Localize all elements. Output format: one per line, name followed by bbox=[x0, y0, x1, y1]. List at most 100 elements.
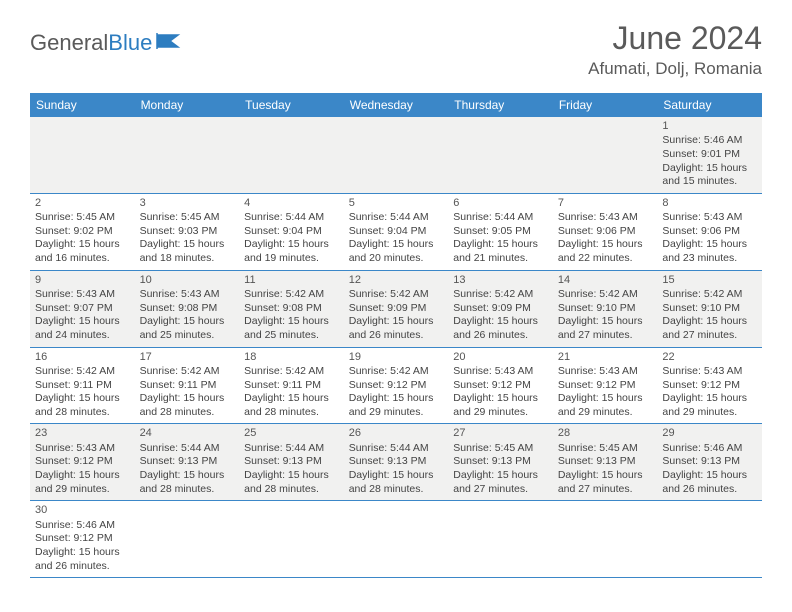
day-number: 25 bbox=[244, 426, 339, 440]
day-number: 5 bbox=[349, 196, 444, 210]
sunset-line: Sunset: 9:04 PM bbox=[244, 225, 339, 239]
daylight-line: Daylight: 15 hours and 28 minutes. bbox=[140, 392, 235, 419]
sunset-line: Sunset: 9:12 PM bbox=[558, 379, 653, 393]
daylight-line: Daylight: 15 hours and 29 minutes. bbox=[453, 392, 548, 419]
sunset-line: Sunset: 9:12 PM bbox=[349, 379, 444, 393]
sunrise-line: Sunrise: 5:43 AM bbox=[35, 288, 130, 302]
calendar-cell: 8Sunrise: 5:43 AMSunset: 9:06 PMDaylight… bbox=[657, 194, 762, 270]
sunset-line: Sunset: 9:06 PM bbox=[662, 225, 757, 239]
sunset-line: Sunset: 9:13 PM bbox=[453, 455, 548, 469]
daylight-line: Daylight: 15 hours and 28 minutes. bbox=[244, 392, 339, 419]
daylight-line: Daylight: 15 hours and 18 minutes. bbox=[140, 238, 235, 265]
calendar: Sunday Monday Tuesday Wednesday Thursday… bbox=[30, 93, 762, 578]
daylight-line: Daylight: 15 hours and 27 minutes. bbox=[558, 315, 653, 342]
sunrise-line: Sunrise: 5:43 AM bbox=[35, 442, 130, 456]
daylight-line: Daylight: 15 hours and 29 minutes. bbox=[35, 469, 130, 496]
calendar-cell: 4Sunrise: 5:44 AMSunset: 9:04 PMDaylight… bbox=[239, 194, 344, 270]
title-block: June 2024 Afumati, Dolj, Romania bbox=[588, 20, 762, 79]
sunset-line: Sunset: 9:12 PM bbox=[662, 379, 757, 393]
calendar-cell: 11Sunrise: 5:42 AMSunset: 9:08 PMDayligh… bbox=[239, 271, 344, 347]
sunrise-line: Sunrise: 5:43 AM bbox=[662, 365, 757, 379]
sunrise-line: Sunrise: 5:44 AM bbox=[244, 442, 339, 456]
day-number: 17 bbox=[140, 350, 235, 364]
calendar-cell: 2Sunrise: 5:45 AMSunset: 9:02 PMDaylight… bbox=[30, 194, 135, 270]
sunrise-line: Sunrise: 5:42 AM bbox=[453, 288, 548, 302]
sunrise-line: Sunrise: 5:42 AM bbox=[349, 288, 444, 302]
daylight-line: Daylight: 15 hours and 28 minutes. bbox=[244, 469, 339, 496]
calendar-cell bbox=[30, 117, 135, 193]
logo: GeneralBlue bbox=[30, 20, 184, 56]
sunrise-line: Sunrise: 5:42 AM bbox=[244, 288, 339, 302]
day-number: 28 bbox=[558, 426, 653, 440]
day-number: 15 bbox=[662, 273, 757, 287]
calendar-row: 2Sunrise: 5:45 AMSunset: 9:02 PMDaylight… bbox=[30, 194, 762, 271]
calendar-cell: 18Sunrise: 5:42 AMSunset: 9:11 PMDayligh… bbox=[239, 348, 344, 424]
calendar-cell bbox=[239, 501, 344, 577]
sunset-line: Sunset: 9:12 PM bbox=[35, 455, 130, 469]
sunrise-line: Sunrise: 5:43 AM bbox=[453, 365, 548, 379]
sunset-line: Sunset: 9:13 PM bbox=[349, 455, 444, 469]
daylight-line: Daylight: 15 hours and 26 minutes. bbox=[662, 469, 757, 496]
sunset-line: Sunset: 9:12 PM bbox=[453, 379, 548, 393]
col-sunday: Sunday bbox=[30, 93, 135, 117]
calendar-header-row: Sunday Monday Tuesday Wednesday Thursday… bbox=[30, 93, 762, 117]
sunset-line: Sunset: 9:04 PM bbox=[349, 225, 444, 239]
daylight-line: Daylight: 15 hours and 27 minutes. bbox=[662, 315, 757, 342]
calendar-cell bbox=[553, 501, 658, 577]
sunrise-line: Sunrise: 5:46 AM bbox=[35, 519, 130, 533]
sunrise-line: Sunrise: 5:42 AM bbox=[140, 365, 235, 379]
sunrise-line: Sunrise: 5:45 AM bbox=[558, 442, 653, 456]
daylight-line: Daylight: 15 hours and 28 minutes. bbox=[140, 469, 235, 496]
calendar-cell: 1Sunrise: 5:46 AMSunset: 9:01 PMDaylight… bbox=[657, 117, 762, 193]
day-number: 11 bbox=[244, 273, 339, 287]
calendar-cell bbox=[135, 501, 240, 577]
calendar-cell: 17Sunrise: 5:42 AMSunset: 9:11 PMDayligh… bbox=[135, 348, 240, 424]
col-wednesday: Wednesday bbox=[344, 93, 449, 117]
daylight-line: Daylight: 15 hours and 28 minutes. bbox=[349, 469, 444, 496]
day-number: 20 bbox=[453, 350, 548, 364]
day-number: 9 bbox=[35, 273, 130, 287]
day-number: 12 bbox=[349, 273, 444, 287]
day-number: 29 bbox=[662, 426, 757, 440]
sunrise-line: Sunrise: 5:46 AM bbox=[662, 442, 757, 456]
calendar-cell: 7Sunrise: 5:43 AMSunset: 9:06 PMDaylight… bbox=[553, 194, 658, 270]
daylight-line: Daylight: 15 hours and 21 minutes. bbox=[453, 238, 548, 265]
sunset-line: Sunset: 9:10 PM bbox=[662, 302, 757, 316]
day-number: 23 bbox=[35, 426, 130, 440]
calendar-cell: 16Sunrise: 5:42 AMSunset: 9:11 PMDayligh… bbox=[30, 348, 135, 424]
flag-icon bbox=[156, 32, 184, 55]
day-number: 13 bbox=[453, 273, 548, 287]
calendar-cell: 5Sunrise: 5:44 AMSunset: 9:04 PMDaylight… bbox=[344, 194, 449, 270]
calendar-row: 23Sunrise: 5:43 AMSunset: 9:12 PMDayligh… bbox=[30, 424, 762, 501]
sunset-line: Sunset: 9:03 PM bbox=[140, 225, 235, 239]
daylight-line: Daylight: 15 hours and 29 minutes. bbox=[349, 392, 444, 419]
day-number: 21 bbox=[558, 350, 653, 364]
col-saturday: Saturday bbox=[657, 93, 762, 117]
calendar-cell: 19Sunrise: 5:42 AMSunset: 9:12 PMDayligh… bbox=[344, 348, 449, 424]
calendar-row: 16Sunrise: 5:42 AMSunset: 9:11 PMDayligh… bbox=[30, 348, 762, 425]
calendar-cell: 3Sunrise: 5:45 AMSunset: 9:03 PMDaylight… bbox=[135, 194, 240, 270]
daylight-line: Daylight: 15 hours and 29 minutes. bbox=[662, 392, 757, 419]
calendar-cell: 23 Sunrise: 5:43 AMSunset: 9:12 PMDayligh… bbox=[30, 424, 135, 500]
calendar-cell: 10Sunrise: 5:43 AMSunset: 9:08 PMDayligh… bbox=[135, 271, 240, 347]
sunset-line: Sunset: 9:13 PM bbox=[244, 455, 339, 469]
calendar-cell: 15Sunrise: 5:42 AMSunset: 9:10 PMDayligh… bbox=[657, 271, 762, 347]
sunset-line: Sunset: 9:08 PM bbox=[244, 302, 339, 316]
sunrise-line: Sunrise: 5:44 AM bbox=[349, 442, 444, 456]
sunrise-line: Sunrise: 5:43 AM bbox=[140, 288, 235, 302]
calendar-cell bbox=[657, 501, 762, 577]
location: Afumati, Dolj, Romania bbox=[588, 59, 762, 79]
calendar-cell: 21Sunrise: 5:43 AMSunset: 9:12 PMDayligh… bbox=[553, 348, 658, 424]
day-number: 30 bbox=[35, 503, 130, 517]
day-number: 4 bbox=[244, 196, 339, 210]
sunset-line: Sunset: 9:13 PM bbox=[558, 455, 653, 469]
sunrise-line: Sunrise: 5:42 AM bbox=[349, 365, 444, 379]
sunset-line: Sunset: 9:13 PM bbox=[140, 455, 235, 469]
day-number: 3 bbox=[140, 196, 235, 210]
day-number: 19 bbox=[349, 350, 444, 364]
sunrise-line: Sunrise: 5:45 AM bbox=[35, 211, 130, 225]
sunrise-line: Sunrise: 5:43 AM bbox=[558, 365, 653, 379]
sunrise-line: Sunrise: 5:43 AM bbox=[558, 211, 653, 225]
daylight-line: Daylight: 15 hours and 22 minutes. bbox=[558, 238, 653, 265]
sunrise-line: Sunrise: 5:44 AM bbox=[244, 211, 339, 225]
